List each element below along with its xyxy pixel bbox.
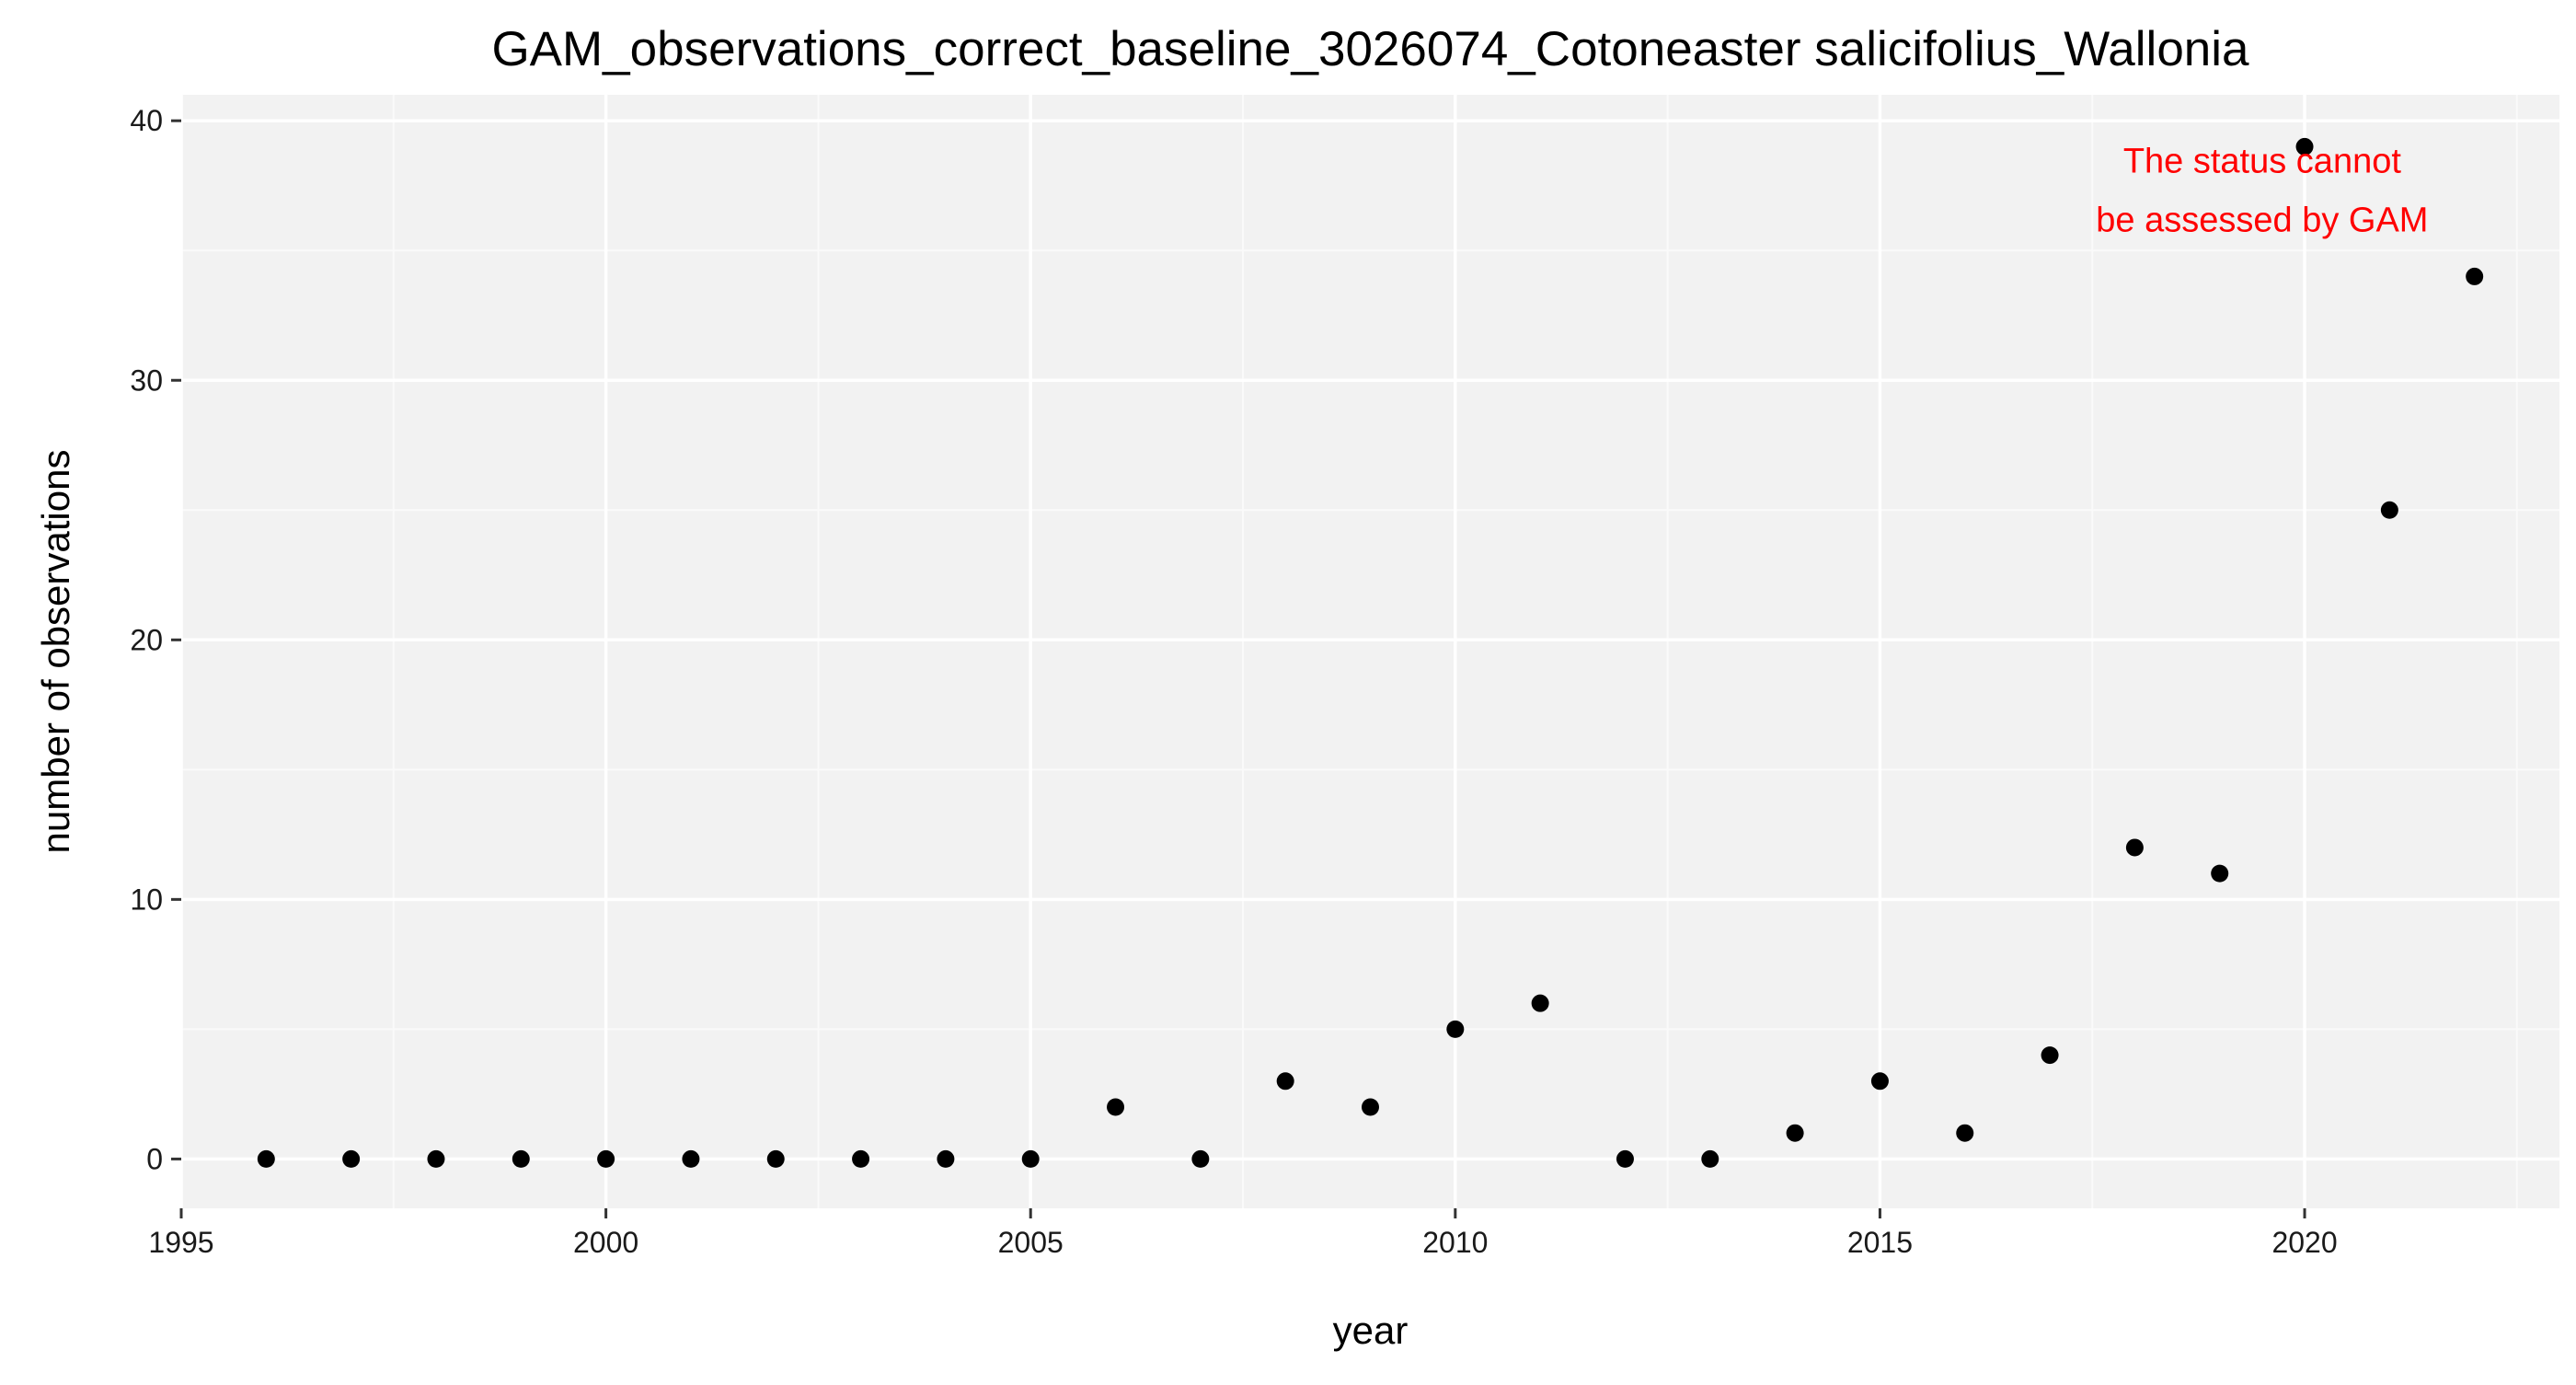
data-point: 2020: 39 xyxy=(2295,137,2314,156)
data-point: 2007: 0 xyxy=(1191,1149,1210,1168)
data-point: 1998: 0 xyxy=(427,1149,445,1168)
data-point: 2009: 2 xyxy=(1362,1098,1379,1116)
x-tick-label: 2010 xyxy=(1422,1226,1488,1259)
y-axis-label: number of observations xyxy=(34,450,77,854)
data-point: 2004: 0 xyxy=(937,1149,955,1168)
data-point: 2015: 3 xyxy=(1870,1072,1889,1091)
x-tick-label: 2000 xyxy=(573,1226,638,1259)
minor-gridlines xyxy=(181,95,2559,1208)
data-point: 2019: 11 xyxy=(2211,864,2229,883)
data-point: 2012: 0 xyxy=(1616,1149,1634,1168)
data-point: 1999: 0 xyxy=(512,1149,530,1168)
y-tick-label: 10 xyxy=(130,883,163,916)
data-point: 2006: 2 xyxy=(1107,1098,1125,1116)
data-point: 2008: 3 xyxy=(1276,1072,1294,1091)
data-point: 2022: 34 xyxy=(2466,267,2484,285)
data-point: 2021: 25 xyxy=(2380,501,2398,519)
data-point: 1997: 0 xyxy=(342,1149,361,1168)
y-tick-label: 30 xyxy=(130,364,163,397)
data-point: 1996: 0 xyxy=(257,1149,275,1168)
x-axis-label: year xyxy=(1333,1309,1409,1352)
y-tick-label: 40 xyxy=(130,104,163,137)
data-points: 1996: 0 1997: 0 1998: 0 1999: 0 2000: 0 2001:… xyxy=(257,137,2484,1168)
data-point: 2014: 1 xyxy=(1786,1124,1804,1142)
data-point: 2010: 5 xyxy=(1446,1020,1465,1038)
data-point: 2018: 12 xyxy=(2125,838,2144,857)
y-tick-label: 20 xyxy=(130,623,163,656)
data-point: 2002: 0 xyxy=(766,1149,785,1168)
annotation: The status cannot be assessed by GAM xyxy=(2096,142,2428,239)
x-tick-label: 2020 xyxy=(2271,1226,2337,1259)
data-point: 2016: 1 xyxy=(1956,1124,1974,1142)
plot-panel xyxy=(181,95,2559,1208)
major-gridlines xyxy=(179,95,2559,1208)
annotation-text: be assessed by GAM xyxy=(2096,201,2428,239)
x-tick-label: 2005 xyxy=(998,1226,1064,1259)
y-tick-label: 0 xyxy=(146,1142,163,1175)
annotation-text: The status cannot xyxy=(2123,142,2402,180)
data-point: 2005: 0 xyxy=(1021,1149,1040,1168)
chart-title: GAM_observations_correct_baseline_302607… xyxy=(491,22,2249,76)
data-point: 2017: 4 xyxy=(2041,1046,2059,1065)
y-axis: 0 10 20 30 40 xyxy=(130,104,181,1175)
data-point: 2000: 0 xyxy=(597,1149,615,1168)
x-axis: 1995 2000 2005 2010 2015 2020 xyxy=(148,1208,2338,1259)
data-point: 2003: 0 xyxy=(852,1149,870,1168)
x-tick-label: 2015 xyxy=(1847,1226,1913,1259)
data-point: 2013: 0 xyxy=(1701,1149,1719,1168)
data-point: 2011: 6 xyxy=(1531,994,1549,1012)
x-tick-label: 1995 xyxy=(148,1226,213,1259)
